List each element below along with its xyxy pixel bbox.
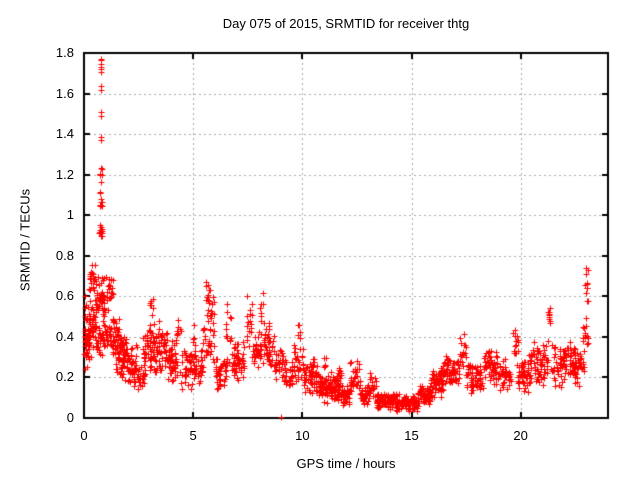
x-tick-label: 10 [295, 428, 310, 443]
x-tick-label: 0 [80, 428, 88, 443]
y-axis-label: SRMTID / TECUs [17, 188, 33, 292]
y-tick-label: 1.6 [55, 85, 74, 101]
chart-title: Day 075 of 2015, SRMTID for receiver tht… [222, 16, 470, 31]
x-axis-label: GPS time / hours [296, 456, 396, 471]
y-tick-label: 1.4 [55, 126, 74, 142]
x-tick-label: 15 [404, 428, 419, 443]
y-tick-label: 0.8 [55, 247, 74, 263]
y-tick-label: 0 [66, 410, 74, 425]
y-tick-label: 1.2 [55, 166, 74, 182]
x-tick-label: 20 [513, 428, 528, 443]
x-tick-label: 5 [189, 428, 197, 443]
y-tick-label: 0.6 [55, 288, 74, 304]
y-tick-label: 0.2 [55, 369, 74, 385]
y-tick-label: 0.4 [55, 328, 74, 344]
y-tick-label: 1.8 [55, 45, 74, 60]
y-tick-label: 1 [66, 207, 74, 223]
